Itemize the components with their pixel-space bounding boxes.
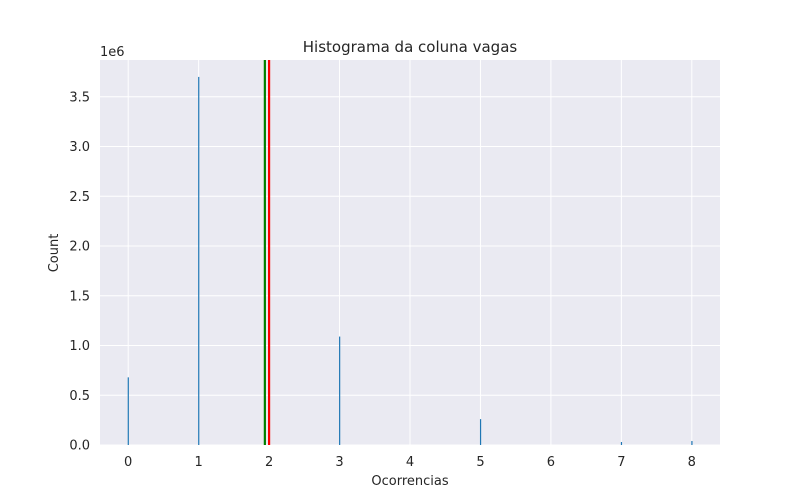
y-tick-label: 2.0 [69, 240, 90, 255]
y-tick-labels: 0.0 0.5 1.0 1.5 2.0 2.5 3.0 3.5 [69, 90, 90, 453]
x-axis-label: Ocorrencias [371, 474, 448, 489]
histogram-bar [127, 377, 129, 445]
histogram-bar [339, 336, 341, 445]
reference-lines [263, 60, 271, 445]
x-tick-label: 5 [476, 455, 484, 470]
x-tick-labels: 0 1 2 3 4 5 6 7 8 [124, 455, 696, 470]
y-axis-offset-label: 1e6 [100, 45, 125, 60]
x-tick-label: 6 [547, 455, 555, 470]
histogram-bar [479, 419, 482, 445]
x-tick-label: 3 [335, 455, 343, 470]
x-tick-label: 1 [194, 455, 202, 470]
x-tick-label: 7 [617, 455, 625, 470]
histogram-bar [198, 76, 200, 446]
x-tick-label: 8 [688, 455, 696, 470]
histogram-bar [620, 442, 623, 445]
x-tick-label: 4 [406, 455, 414, 470]
bars [127, 76, 693, 446]
y-tick-label: 3.5 [69, 90, 90, 105]
x-tick-label: 0 [124, 455, 132, 470]
y-tick-label: 0.0 [69, 439, 90, 454]
y-tick-label: 1.5 [69, 289, 90, 304]
y-tick-label: 0.5 [69, 389, 90, 404]
y-tick-label: 1.0 [69, 339, 90, 354]
histogram-bar [691, 441, 693, 445]
y-axis-label: Count [47, 234, 62, 273]
y-tick-label: 2.5 [69, 190, 90, 205]
chart-title: Histograma da coluna vagas [303, 38, 518, 56]
y-tick-label: 3.0 [69, 140, 90, 155]
x-tick-label: 2 [265, 455, 273, 470]
